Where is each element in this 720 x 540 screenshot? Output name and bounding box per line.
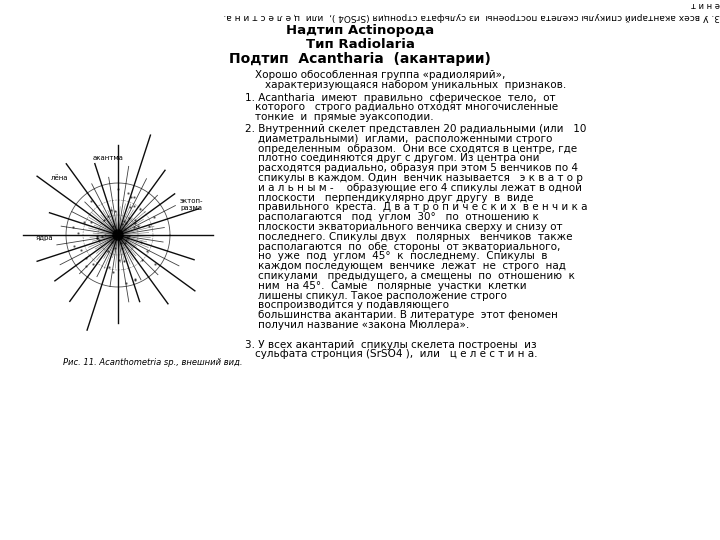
Text: Надтип Actinорода: Надтип Actinорода <box>286 24 434 37</box>
Text: расходятся радиально, образуя при этом 5 венчиков по 4: расходятся радиально, образуя при этом 5… <box>245 163 578 173</box>
Text: но  уже  под  углом  45°  к  последнему.  Спикулы  в: но уже под углом 45° к последнему. Спику… <box>245 251 547 261</box>
Text: плотно соединяются друг с другом. Из центра они: плотно соединяются друг с другом. Из цен… <box>245 153 539 163</box>
Text: 2. Внутренний скелет представлен 20 радиальными (или   10: 2. Внутренний скелет представлен 20 ради… <box>245 124 586 134</box>
Text: эктоп-
разма: эктоп- разма <box>180 198 204 211</box>
Text: ядра: ядра <box>35 235 53 241</box>
Text: большинства акантарии. В литературе  этот феномен: большинства акантарии. В литературе этот… <box>245 310 558 320</box>
Text: которого   строго радиально отходят многочисленные: которого строго радиально отходят многоч… <box>255 103 558 112</box>
Text: последнего. Спикулы двух   полярных   венчиков  также: последнего. Спикулы двух полярных венчик… <box>245 232 572 242</box>
Text: характеризующаяся набором уникальных  признаков.: характеризующаяся набором уникальных при… <box>265 80 566 90</box>
Text: спикулы в каждом. Один  венчик называется   э к в а т о р: спикулы в каждом. Один венчик называется… <box>245 173 583 183</box>
Text: располагаются  по  обе  стороны  от экваториального,: располагаются по обе стороны от экватори… <box>245 241 560 252</box>
Text: правильного  креста.  Д в а т р о п и ч е с к и х  в е н ч и к а: правильного креста. Д в а т р о п и ч е … <box>245 202 588 212</box>
Text: каждом последующем  венчике  лежат  не  строго  над: каждом последующем венчике лежат не стро… <box>245 261 566 271</box>
Text: сульфата стронция (SrSO4 ),  или   ц е л е с т и н а.: сульфата стронция (SrSO4 ), или ц е л е … <box>255 349 538 359</box>
Text: получил название «закона Мюллера».: получил название «закона Мюллера». <box>245 320 469 330</box>
Text: 3. У всех акантарий спикулы скелета построены  из сульфата стронция (SrSO4 ),  и: 3. У всех акантарий спикулы скелета пост… <box>223 12 720 21</box>
Text: лёна: лёна <box>50 175 68 181</box>
Text: 1. Acantharia  имеют  правильно  сферическое  тело,  от: 1. Acantharia имеют правильно сферическо… <box>245 92 556 103</box>
Text: спикулами   предыдущего, а смещены  по  отношению  к: спикулами предыдущего, а смещены по отно… <box>245 271 575 281</box>
Circle shape <box>113 230 123 240</box>
Text: определенным  образом.  Они все сходятся в центре, где: определенным образом. Они все сходятся в… <box>245 144 577 153</box>
Text: лишены спикул. Такое расположение строго: лишены спикул. Такое расположение строго <box>245 291 507 300</box>
Text: Подтип  Acantharia  (акантарии): Подтип Acantharia (акантарии) <box>229 52 491 66</box>
Text: ним  на 45°.  Самые   полярные  участки  клетки: ним на 45°. Самые полярные участки клетк… <box>245 281 526 291</box>
Text: Хорошо обособленная группа «радиолярий»,: Хорошо обособленная группа «радиолярий», <box>255 70 505 80</box>
Text: воспроизводится у подавляющего: воспроизводится у подавляющего <box>245 300 449 310</box>
Text: диаметральными)  иглами,  расположенными строго: диаметральными) иглами, расположенными с… <box>245 134 552 144</box>
Text: Рис. 11. Acanthometria sp., внешний вид.: Рис. 11. Acanthometria sp., внешний вид. <box>63 358 243 367</box>
Text: тонкие  и  прямые эуаксоподии.: тонкие и прямые эуаксоподии. <box>255 112 433 122</box>
Text: располагаются   под  углом  30°   по  отношению к: располагаются под углом 30° по отношению… <box>245 212 539 222</box>
Text: Тип Radiolaria: Тип Radiolaria <box>305 38 415 51</box>
Text: и а л ь н ы м -    образующие его 4 спикулы лежат в одной: и а л ь н ы м - образующие его 4 спикулы… <box>245 183 582 193</box>
Text: е н и т: е н и т <box>691 0 720 9</box>
Text: акантма: акантма <box>93 155 123 161</box>
Text: плоскости   перпендикулярно друг другу  в  виде: плоскости перпендикулярно друг другу в в… <box>245 192 534 202</box>
Text: 3. У всех акантарий  спикулы скелета построены  из: 3. У всех акантарий спикулы скелета пост… <box>245 340 536 349</box>
Text: плоскости экваториального венчика сверху и снизу от: плоскости экваториального венчика сверху… <box>245 222 562 232</box>
